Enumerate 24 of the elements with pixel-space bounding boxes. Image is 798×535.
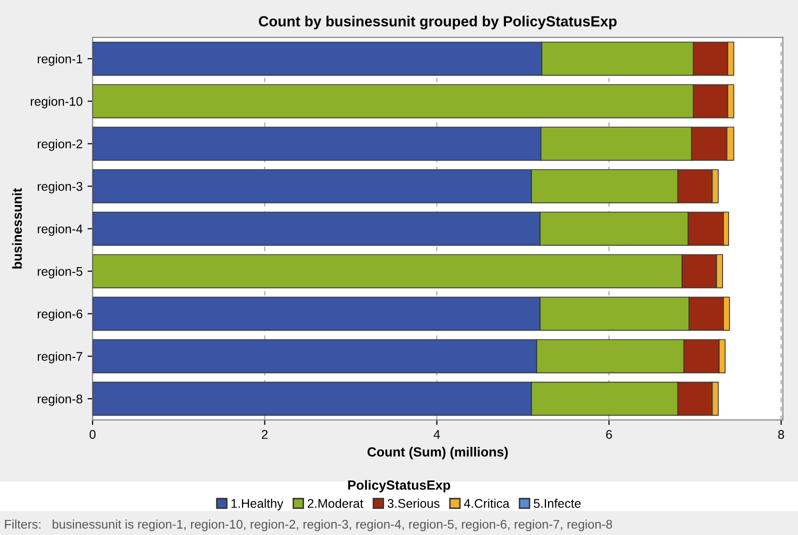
y-tick-label: region-3 bbox=[38, 182, 82, 194]
legend-title: PolicyStatusExp bbox=[348, 480, 450, 492]
chart-title: Count by businessunit grouped by PolicyStatusExp bbox=[258, 16, 617, 30]
y-tick-label: region-6 bbox=[38, 309, 82, 321]
y-tick-label: region-1 bbox=[38, 54, 82, 66]
legend-label: 3.Serious bbox=[388, 498, 440, 508]
legend-label: 2.Moderat bbox=[308, 498, 364, 508]
legend-label: 4.Critica bbox=[464, 498, 510, 508]
y-tick-label: region-10 bbox=[30, 96, 82, 108]
legend-label: 5.Infecte bbox=[534, 498, 581, 508]
x-axis-title: Count (Sum) (millions) bbox=[368, 446, 508, 460]
legend-label: 1.Healthy bbox=[231, 498, 284, 510]
y-tick-label: region-7 bbox=[38, 352, 82, 364]
y-tick-label: region-8 bbox=[38, 394, 82, 406]
x-tick-label: 8 bbox=[778, 430, 784, 439]
text: Filters: businessunit is region-1, region-10, region-2, region-3, region-4, region-5, region-6, region-7, region-8 bbox=[5, 520, 612, 532]
x-tick-label: 4 bbox=[434, 430, 440, 439]
y-tick-label: region-2 bbox=[38, 139, 82, 151]
x-tick-label: 6 bbox=[606, 430, 612, 439]
y-axis-title: businessunit bbox=[12, 188, 22, 269]
y-tick-label: region-5 bbox=[38, 266, 82, 278]
y-tick-label: region-4 bbox=[38, 224, 82, 236]
x-tick-label: 2 bbox=[262, 430, 268, 439]
x-tick-label: 0 bbox=[90, 430, 96, 439]
